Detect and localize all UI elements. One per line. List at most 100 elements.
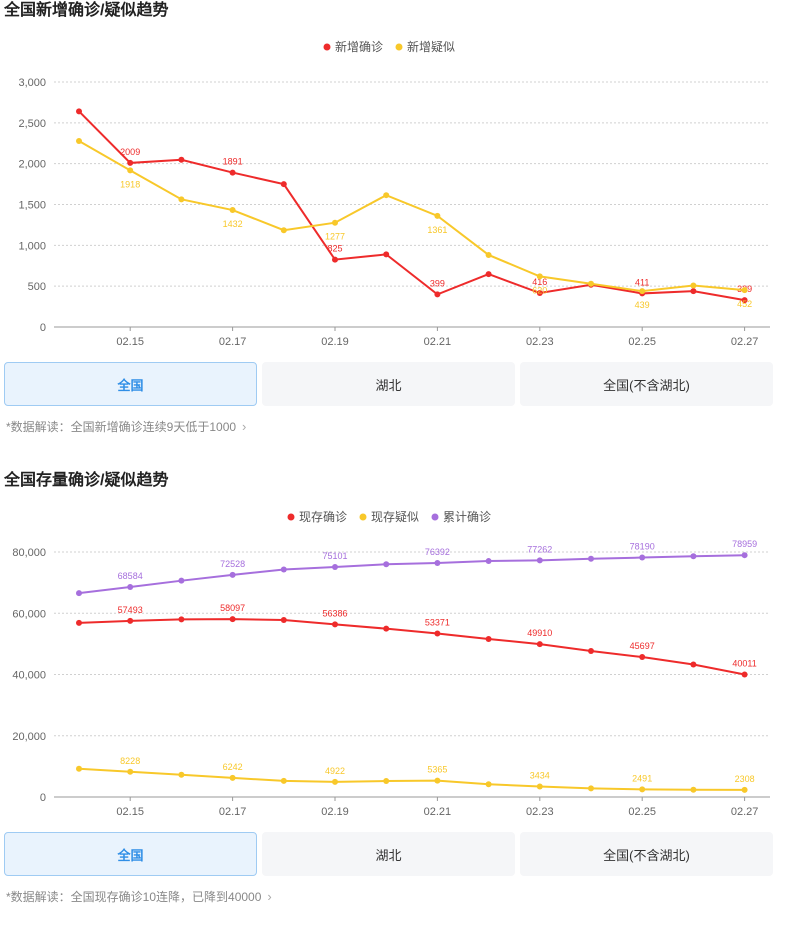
y-tick-label: 0 [40,792,46,804]
tab-hubei[interactable]: 湖北 [262,362,515,406]
legend-item: 累计确诊 [431,510,491,524]
tab-national[interactable]: 全国 [4,832,257,876]
tab-hubei[interactable]: 湖北 [262,832,515,876]
x-tick-label: 02.17 [219,806,247,818]
legend-item: 新增疑似 [395,39,455,54]
data-label: 399 [430,278,445,288]
x-tick-label: 02.15 [116,336,144,348]
legend-label: 现存确诊 [299,510,347,524]
data-point [588,785,594,792]
series-line [78,618,745,676]
data-point [741,552,748,559]
data-label: 68584 [118,571,143,581]
data-point [280,616,287,623]
series-1: 8228 6242 4922 5365 3434 2491 2308 [76,756,755,793]
data-point [639,554,646,561]
data-insight-link[interactable]: *数据解读：全国现存确诊10连降，已降到40000 › [6,888,272,905]
data-point [127,768,134,775]
data-point [434,212,441,219]
x-tick-label: 02.19 [321,806,349,818]
data-label: 1432 [223,219,243,229]
data-label: 1891 [223,157,243,167]
data-point [434,777,441,784]
data-point [536,783,543,790]
x-tick-label: 02.21 [424,806,452,818]
data-point [127,167,134,174]
data-point [434,291,441,298]
data-label: 58097 [220,603,245,613]
data-point [485,558,492,565]
x-tick-label: 02.23 [526,806,554,818]
data-label: 6242 [223,762,243,772]
series-2: 68584 72528 75101 76392 77262 78190 78959 [76,539,757,597]
data-label: 5365 [427,765,447,775]
data-label: 1361 [427,225,447,235]
data-point [690,661,697,668]
data-label: 72528 [220,559,245,569]
data-point [536,557,543,564]
region-tabs: 全国 湖北 全国(不含湖北) [4,362,774,406]
data-point [485,635,492,642]
x-tick-label: 02.19 [321,336,349,348]
x-tick-label: 02.25 [628,806,656,818]
chevron-right-icon: › [242,419,247,434]
data-point [383,561,390,568]
data-insight-text: *数据解读：全国新增确诊连续9天低于1000 [6,420,237,434]
data-point [536,273,543,280]
legend-item: 现存确诊 [287,510,347,524]
data-label: 53371 [425,618,450,628]
y-tick-label: 2,500 [18,118,46,130]
data-label: 76392 [425,547,450,557]
data-point [280,777,287,784]
data-point [127,617,134,624]
data-point [485,251,492,258]
data-label: 77262 [527,544,552,554]
series-line [78,140,745,293]
legend-item: 现存疑似 [359,509,419,524]
data-point [536,290,543,297]
section-title: 全国存量确诊/疑似趋势 [4,472,169,489]
y-tick-label: 2,000 [18,159,46,171]
data-point [332,256,338,263]
data-label: 439 [635,300,650,310]
data-label: 75101 [322,551,347,561]
y-tick-label: 1,000 [18,240,46,252]
data-point [280,566,287,573]
data-label: 1918 [120,179,140,189]
data-point [332,621,338,628]
data-point [178,577,185,584]
data-point [332,778,338,785]
data-point [588,648,594,655]
tab-national-excl-hubei[interactable]: 全国(不含湖北) [520,832,773,876]
legend-item: 新增确诊 [323,39,383,54]
data-point [127,159,134,166]
legend-label: 现存疑似 [371,509,419,524]
y-tick-label: 3,000 [18,77,46,89]
legend-marker [395,43,403,51]
data-point [383,192,390,199]
data-point [383,625,390,632]
data-point [332,564,338,571]
data-insight-link[interactable]: *数据解读：全国新增确诊连续9天低于1000 › [6,418,246,435]
series-1: 1918 1432 1277 1361 620 439 452 [76,138,752,310]
tab-national[interactable]: 全国 [4,362,257,406]
data-point [690,282,697,289]
data-point [536,641,543,648]
data-point [127,583,134,590]
data-point [741,671,748,678]
data-point [690,786,697,793]
data-label: 620 [532,285,547,295]
legend-marker [359,513,367,521]
tab-national-excl-hubei[interactable]: 全国(不含湖北) [520,362,773,406]
data-label: 2009 [120,147,140,157]
data-label: 2491 [632,773,652,783]
x-tick-label: 02.15 [116,806,144,818]
legend-label: 新增疑似 [407,39,455,54]
legend-label: 累计确诊 [443,510,491,524]
legend-label: 新增确诊 [335,39,383,54]
legend-marker [287,513,295,521]
data-point [229,616,236,623]
data-point [639,786,646,793]
y-tick-label: 40,000 [12,670,46,682]
data-point [178,196,185,203]
